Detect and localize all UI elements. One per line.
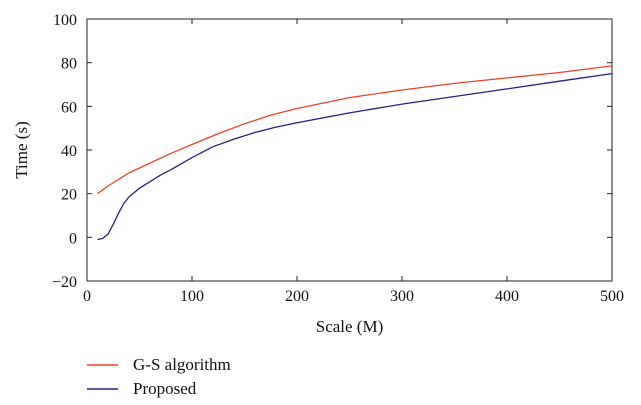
x-tick-label: 400 bbox=[495, 288, 519, 305]
y-tick-label: 60 bbox=[61, 99, 77, 116]
plot-frame bbox=[86, 18, 613, 282]
y-tick-label: 0 bbox=[69, 230, 77, 247]
plot-area bbox=[86, 18, 613, 282]
y-axis-label: Time (s) bbox=[12, 121, 31, 178]
x-tick-label: 500 bbox=[600, 288, 624, 305]
y-tick-label: 40 bbox=[61, 143, 77, 160]
x-axis-label: Scale (M) bbox=[316, 317, 384, 336]
x-tick-label: 300 bbox=[390, 288, 414, 305]
legend-label: Proposed bbox=[133, 379, 197, 398]
x-tick-label: 100 bbox=[180, 288, 204, 305]
y-tick-label: 20 bbox=[61, 187, 77, 204]
legend: G-S algorithm Proposed bbox=[87, 355, 231, 398]
y-tick-label: 80 bbox=[61, 56, 77, 73]
series-line-gs-algorithm bbox=[97, 65, 613, 195]
y-tick-label: −20 bbox=[52, 274, 77, 291]
legend-label: G-S algorithm bbox=[133, 355, 231, 374]
x-tick-label: 200 bbox=[285, 288, 309, 305]
series-line-proposed bbox=[97, 72, 613, 241]
x-tick-label: 0 bbox=[83, 288, 91, 305]
legend-item-proposed: Proposed bbox=[87, 379, 197, 398]
legend-item-gs-algorithm: G-S algorithm bbox=[87, 355, 231, 374]
series-layer bbox=[97, 65, 613, 241]
y-tick-label: 100 bbox=[53, 12, 77, 29]
